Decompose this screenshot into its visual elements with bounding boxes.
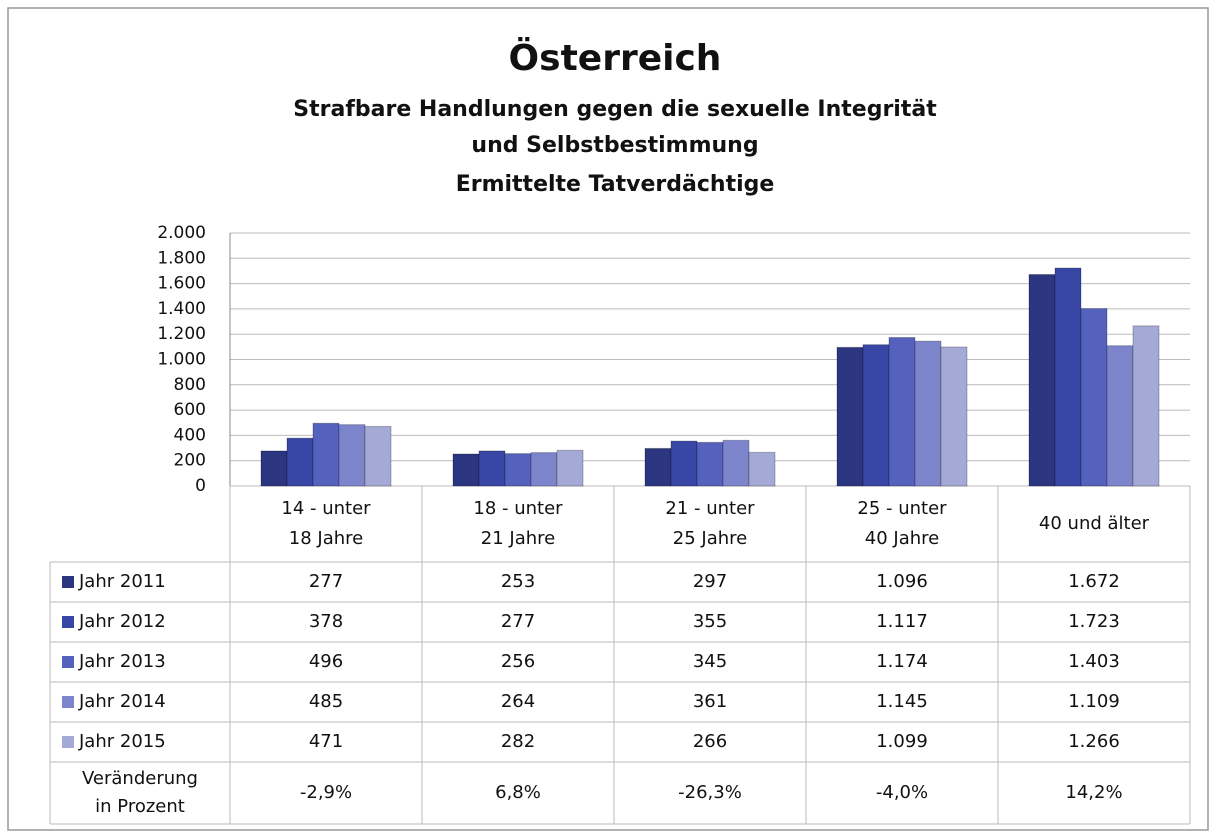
subtitle: Strafbare Handlungen gegen die sexuelle …: [293, 97, 937, 122]
data-label: 1.723: [1068, 611, 1120, 632]
bar: [914, 340, 942, 487]
change-label: 14,2%: [1065, 782, 1122, 803]
legend-swatch: [62, 736, 74, 748]
bar: [644, 447, 672, 487]
y-tick-label: 1.600: [157, 274, 206, 294]
bar: [836, 346, 864, 487]
chart-title: Österreich: [509, 37, 722, 79]
bar: [286, 437, 314, 487]
data-label: 1.145: [876, 691, 928, 712]
bar: [260, 450, 288, 487]
data-label: 1.117: [876, 611, 928, 632]
y-tick-label: 1.000: [157, 350, 206, 370]
bar: [478, 450, 506, 487]
legend-label: Jahr 2013: [78, 651, 166, 672]
data-label: 277: [309, 571, 343, 592]
legend-swatch: [62, 656, 74, 668]
data-label: 256: [501, 651, 535, 672]
legend-swatch: [62, 696, 74, 708]
data-label: 361: [693, 691, 727, 712]
data-label: 378: [309, 611, 343, 632]
data-label: 1.266: [1068, 731, 1120, 752]
legend-label: Jahr 2015: [78, 731, 166, 752]
bar: [312, 422, 340, 487]
legend-label: Jahr 2012: [78, 611, 166, 632]
data-label: 1.174: [876, 651, 928, 672]
data-label: 496: [309, 651, 343, 672]
x-tick-label: 18 - unter: [473, 498, 563, 519]
bar: [1054, 267, 1082, 487]
data-label: 266: [693, 731, 727, 752]
subtitle: Ermittelte Tatverdächtige: [456, 172, 775, 197]
y-tick-label: 600: [174, 400, 206, 420]
data-label: 1.672: [1068, 571, 1120, 592]
legend-label: Jahr 2011: [78, 571, 166, 592]
legend-swatch: [62, 616, 74, 628]
bar: [862, 344, 890, 487]
x-tick-label: 25 - unter: [857, 498, 947, 519]
bar: [748, 451, 776, 487]
data-label: 1.403: [1068, 651, 1120, 672]
bar: [722, 439, 750, 487]
data-label: 471: [309, 731, 343, 752]
y-tick-label: 200: [174, 451, 206, 471]
data-label: 264: [501, 691, 535, 712]
y-tick-label: 1.400: [157, 299, 206, 319]
y-tick-label: 0: [195, 476, 206, 496]
legend-swatch: [62, 576, 74, 588]
data-label: 253: [501, 571, 535, 592]
bar: [364, 425, 392, 487]
subtitle: und Selbstbestimmung: [471, 133, 758, 158]
x-tick-label: 40 Jahre: [865, 528, 939, 549]
change-label: -26,3%: [678, 782, 742, 803]
legend-label: Jahr 2014: [78, 691, 166, 712]
y-tick-label: 1.800: [157, 248, 206, 268]
bar: [1028, 273, 1056, 487]
data-label: 1.096: [876, 571, 928, 592]
data-label: 297: [693, 571, 727, 592]
x-tick-label: 14 - unter: [281, 498, 371, 519]
bar: [670, 440, 698, 487]
bar: [556, 449, 584, 487]
change-label: -4,0%: [876, 782, 928, 803]
change-label: 6,8%: [495, 782, 541, 803]
data-label: 277: [501, 611, 535, 632]
bar: [1132, 325, 1160, 487]
y-tick-label: 800: [174, 375, 206, 395]
bar: [1106, 345, 1134, 487]
data-label: 355: [693, 611, 727, 632]
data-label: 1.109: [1068, 691, 1120, 712]
bar: [338, 424, 366, 487]
data-label: 345: [693, 651, 727, 672]
bar: [940, 346, 968, 487]
y-tick-label: 1.200: [157, 324, 206, 344]
bar: [530, 452, 558, 487]
x-tick-label: 18 Jahre: [289, 528, 363, 549]
bar: [888, 336, 916, 487]
bar: [1080, 308, 1108, 487]
bar: [504, 453, 532, 487]
data-label: 1.099: [876, 731, 928, 752]
x-tick-label: 21 Jahre: [481, 528, 555, 549]
data-label: 282: [501, 731, 535, 752]
x-tick-label: 25 Jahre: [673, 528, 747, 549]
bar: [452, 453, 480, 487]
y-tick-label: 400: [174, 425, 206, 445]
x-tick-label: 21 - unter: [665, 498, 755, 519]
data-label: 485: [309, 691, 343, 712]
frame: [7, 7, 1209, 831]
x-tick-label: 40 und älter: [1039, 513, 1150, 534]
change-label: -2,9%: [300, 782, 352, 803]
y-tick-label: 2.000: [157, 223, 206, 243]
row-label: in Prozent: [95, 796, 185, 817]
bar: [696, 441, 724, 487]
row-label: Veränderung: [82, 768, 198, 789]
